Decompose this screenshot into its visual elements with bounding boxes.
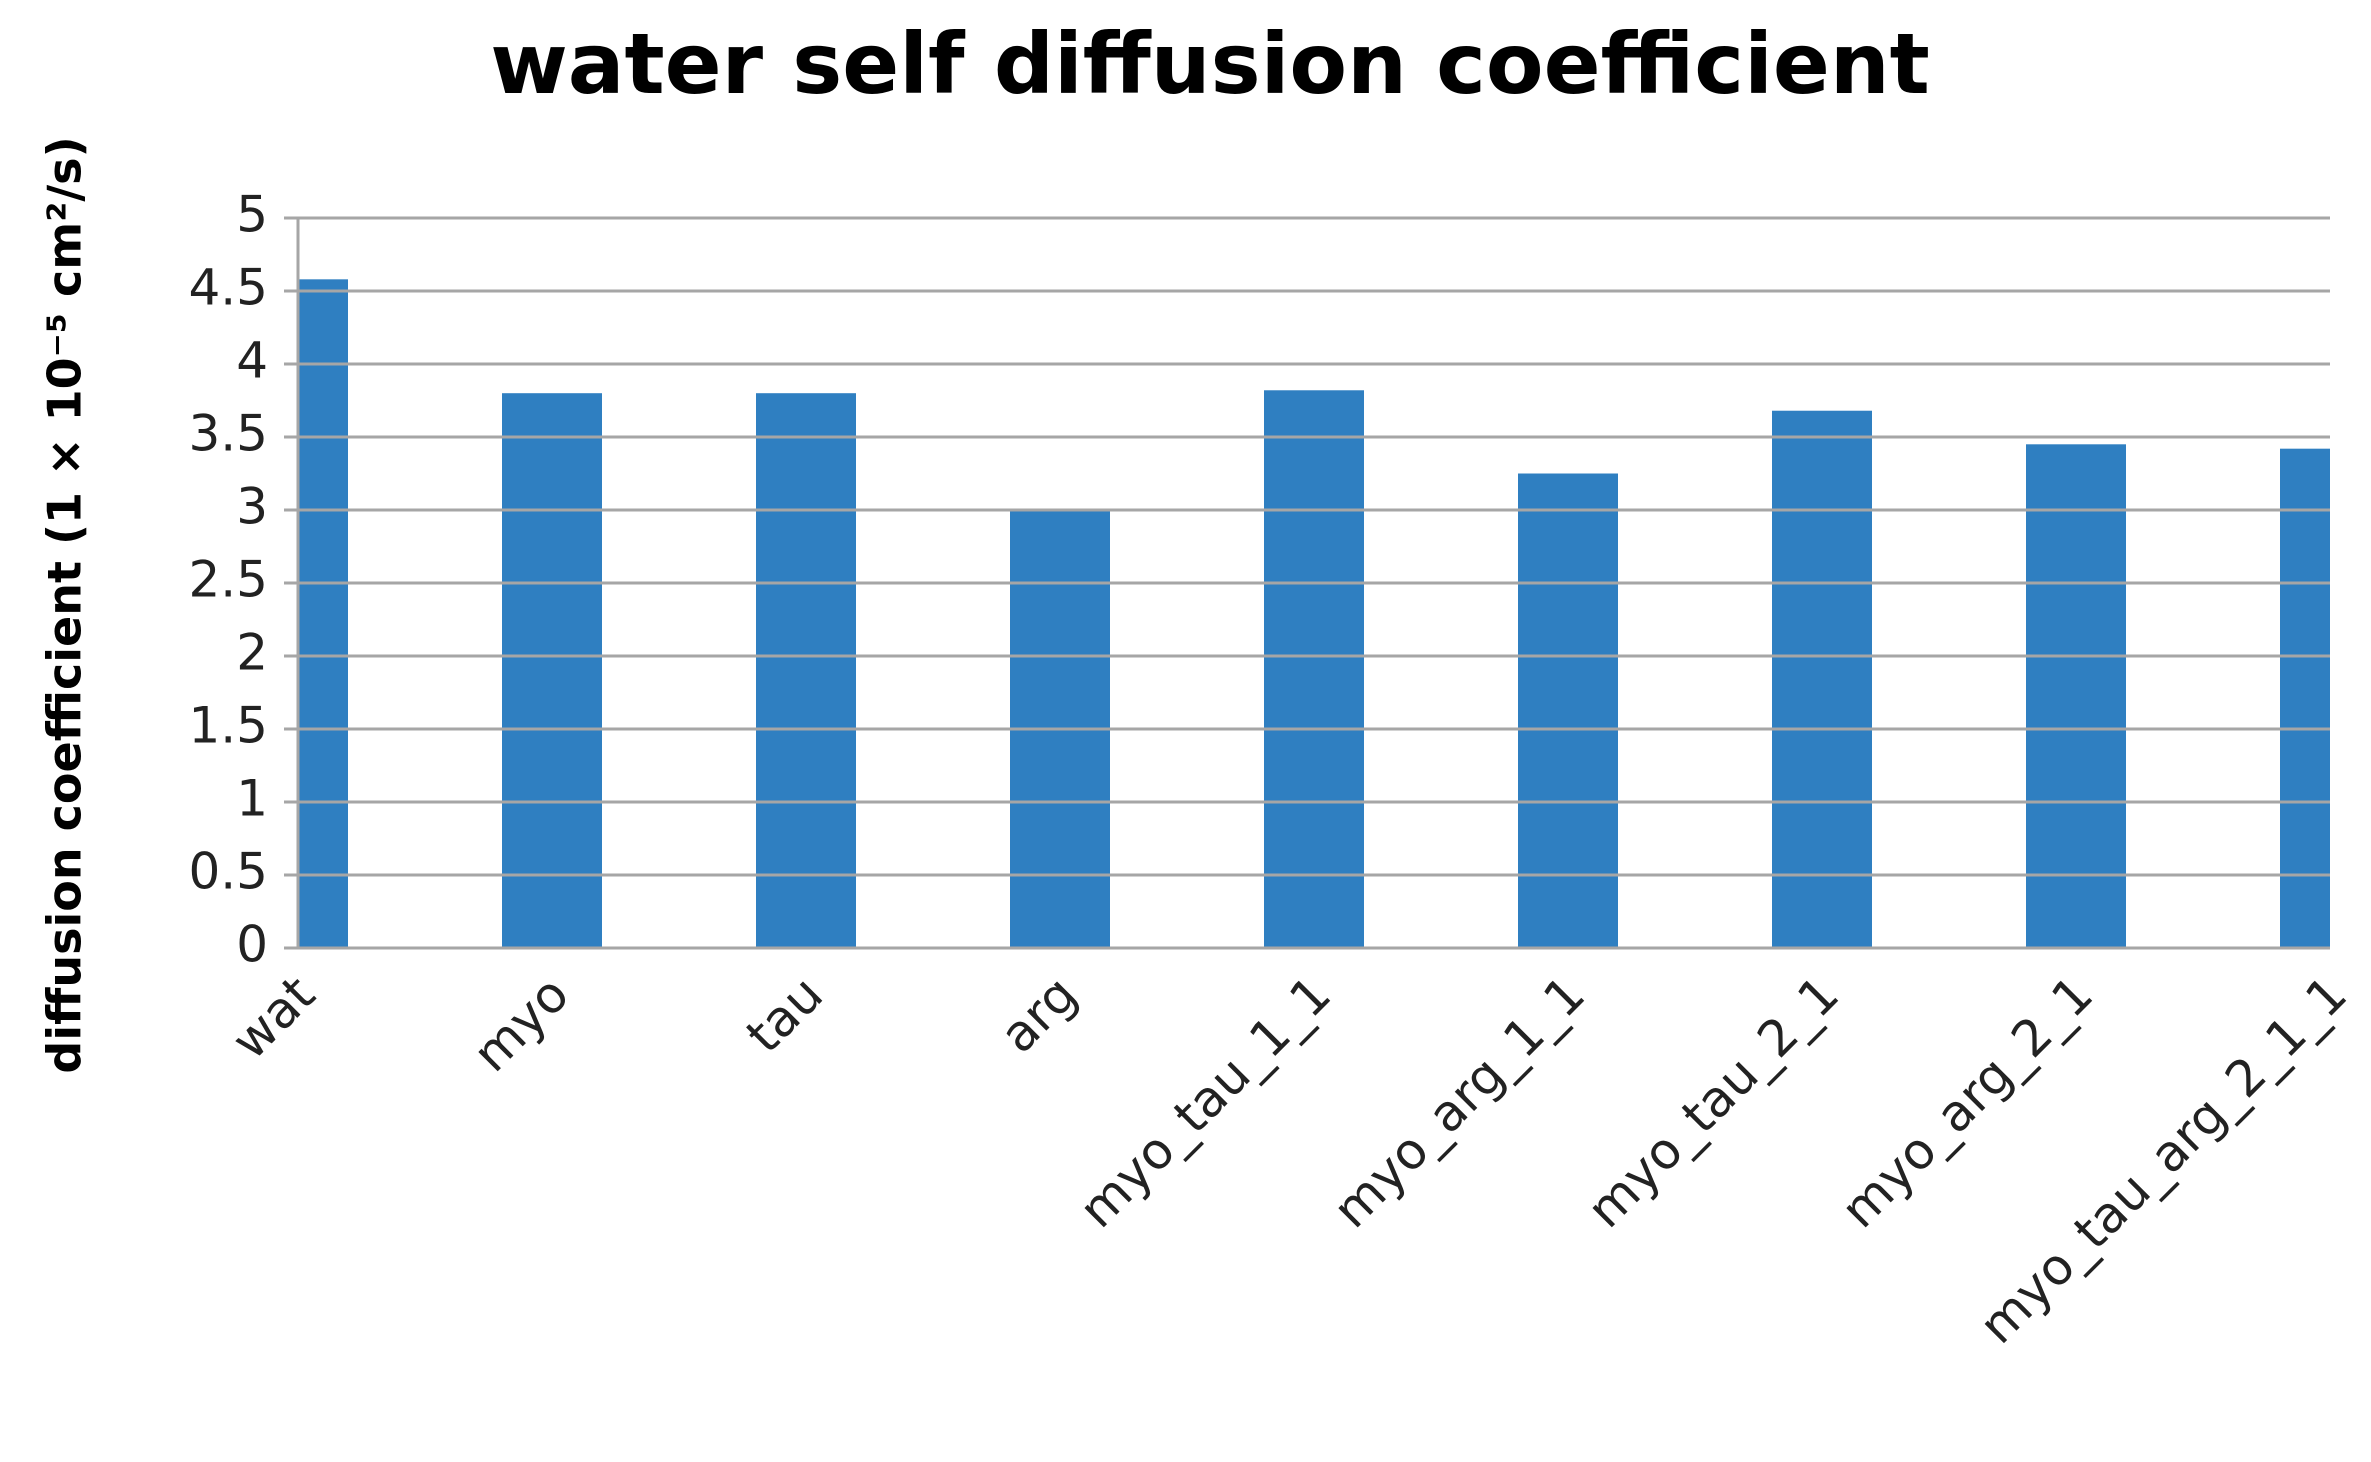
y-tick-label: 5 [236, 186, 268, 244]
y-tick-label: 2.5 [188, 551, 268, 609]
bar [1772, 410, 1872, 949]
chart-title: water self diffusion coefficient [490, 15, 1930, 113]
x-tick-label: wat [221, 965, 326, 1070]
y-axis-label: diffusion coefficient (1 × 10⁻⁵ cm²/s) [38, 136, 92, 1073]
bars [298, 279, 2330, 949]
y-tick-label: 4 [236, 332, 268, 390]
x-tick-label: myo_tau_2_1 [1576, 965, 1850, 1239]
bar [1518, 473, 1618, 948]
x-tick-label: myo [462, 965, 580, 1083]
bar [756, 393, 856, 948]
x-tick-label: tau [735, 965, 834, 1064]
y-tick-label: 3.5 [188, 405, 268, 463]
y-tick-label: 1.5 [188, 697, 268, 755]
y-tick-label: 1 [236, 770, 268, 828]
bar [1264, 390, 1364, 948]
bar [298, 279, 348, 948]
bar [2280, 448, 2330, 948]
y-tick-label: 0.5 [188, 843, 268, 901]
y-tick-label: 0 [236, 916, 268, 974]
x-tick-label: myo_arg_2_1 [1830, 965, 2104, 1239]
x-tick-label: myo_arg_1_1 [1322, 965, 1596, 1239]
y-tick-label: 3 [236, 478, 268, 536]
y-tick-label: 2 [236, 624, 268, 682]
x-tick-label: myo_tau_1_1 [1068, 965, 1342, 1239]
y-tick-label: 4.5 [188, 259, 268, 317]
bar [2026, 444, 2126, 948]
x-tick-label: arg [989, 965, 1088, 1064]
bar [502, 393, 602, 948]
